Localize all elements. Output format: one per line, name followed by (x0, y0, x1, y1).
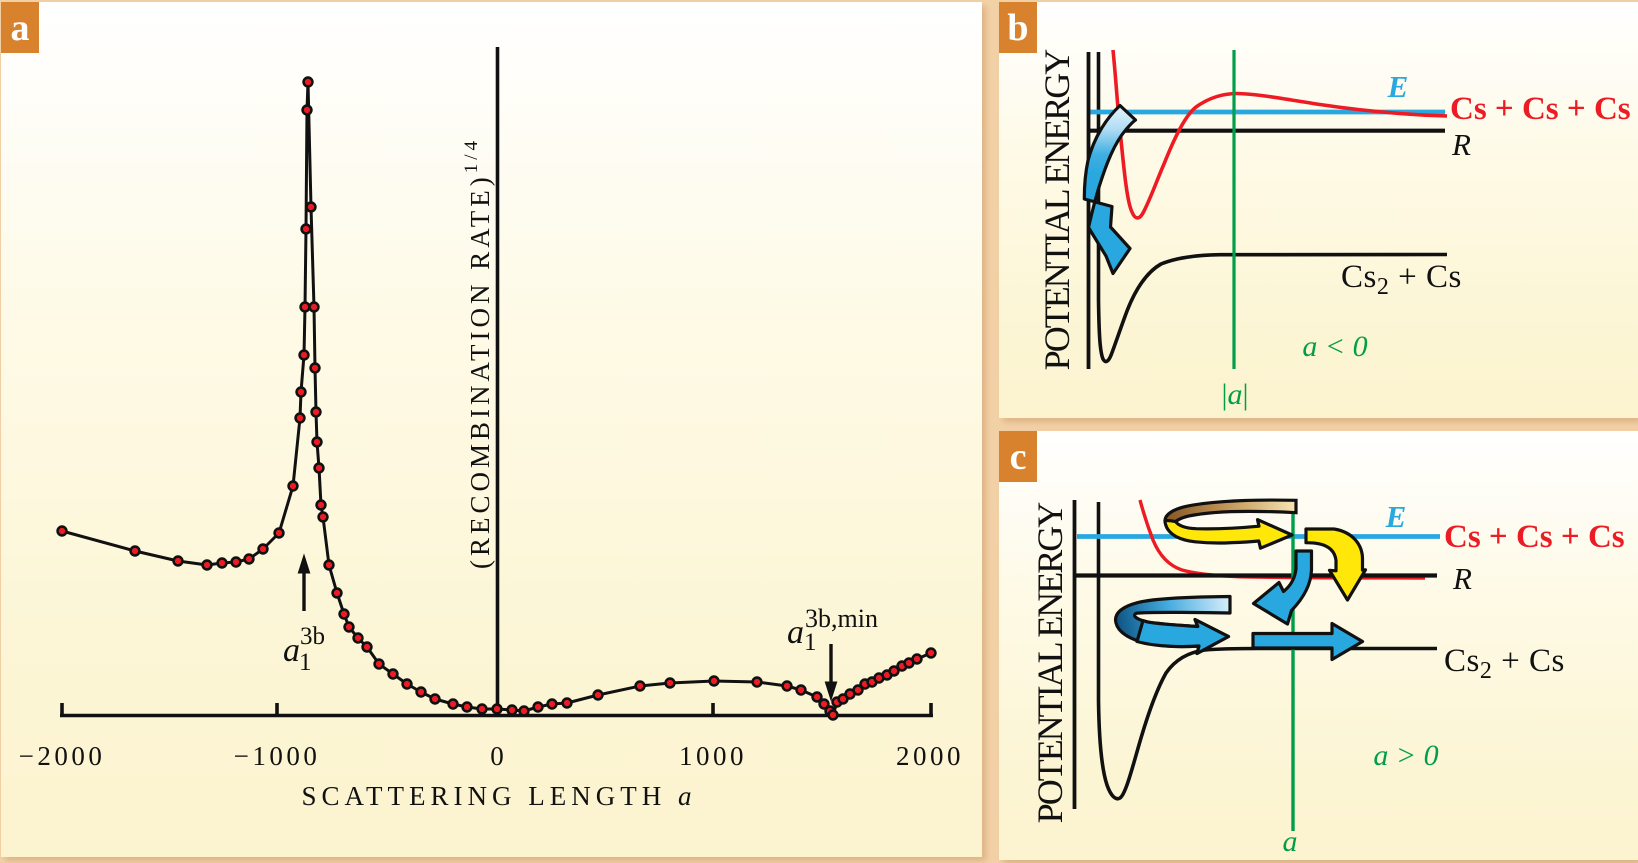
svg-text:a: a (1283, 825, 1298, 858)
svg-text:b: b (1007, 7, 1028, 49)
svg-text:0: 0 (490, 741, 504, 771)
svg-text:3b,min: 3b,min (805, 604, 878, 633)
svg-text:POTENTIAL ENERGY: POTENTIAL ENERGY (1037, 49, 1077, 371)
svg-text:SCATTERING LENGTH a: SCATTERING LENGTH a (302, 781, 697, 811)
svg-text:(RECOMBINATION RATE)1/4: (RECOMBINATION RATE)1/4 (461, 137, 495, 569)
svg-text:2000: 2000 (896, 741, 964, 771)
svg-text:1: 1 (299, 649, 312, 676)
svg-text:−2000: −2000 (19, 741, 106, 771)
svg-text:a: a (11, 7, 30, 49)
svg-text:a: a (283, 632, 300, 669)
svg-text:−1000: −1000 (234, 741, 321, 771)
svg-text:|a|: |a| (1221, 378, 1248, 411)
svg-text:Cs + Cs + Cs: Cs + Cs + Cs (1444, 519, 1625, 555)
svg-text:1: 1 (804, 629, 817, 656)
svg-text:c: c (1010, 436, 1027, 478)
svg-text:R: R (1451, 127, 1471, 162)
svg-text:POTENTIAL ENERGY: POTENTIAL ENERGY (1030, 502, 1070, 824)
svg-text:a < 0: a < 0 (1302, 330, 1367, 363)
svg-text:Cs + Cs + Cs: Cs + Cs + Cs (1450, 91, 1631, 127)
svg-text:E: E (1387, 69, 1409, 104)
svg-text:E: E (1385, 499, 1407, 534)
svg-text:a > 0: a > 0 (1373, 739, 1438, 772)
svg-text:3b: 3b (300, 623, 325, 650)
svg-text:Cs2 + Cs: Cs2 + Cs (1341, 259, 1462, 300)
svg-text:1000: 1000 (679, 741, 747, 771)
svg-text:Cs2 + Cs: Cs2 + Cs (1444, 643, 1565, 684)
svg-text:a: a (787, 614, 804, 651)
svg-text:R: R (1452, 561, 1472, 596)
